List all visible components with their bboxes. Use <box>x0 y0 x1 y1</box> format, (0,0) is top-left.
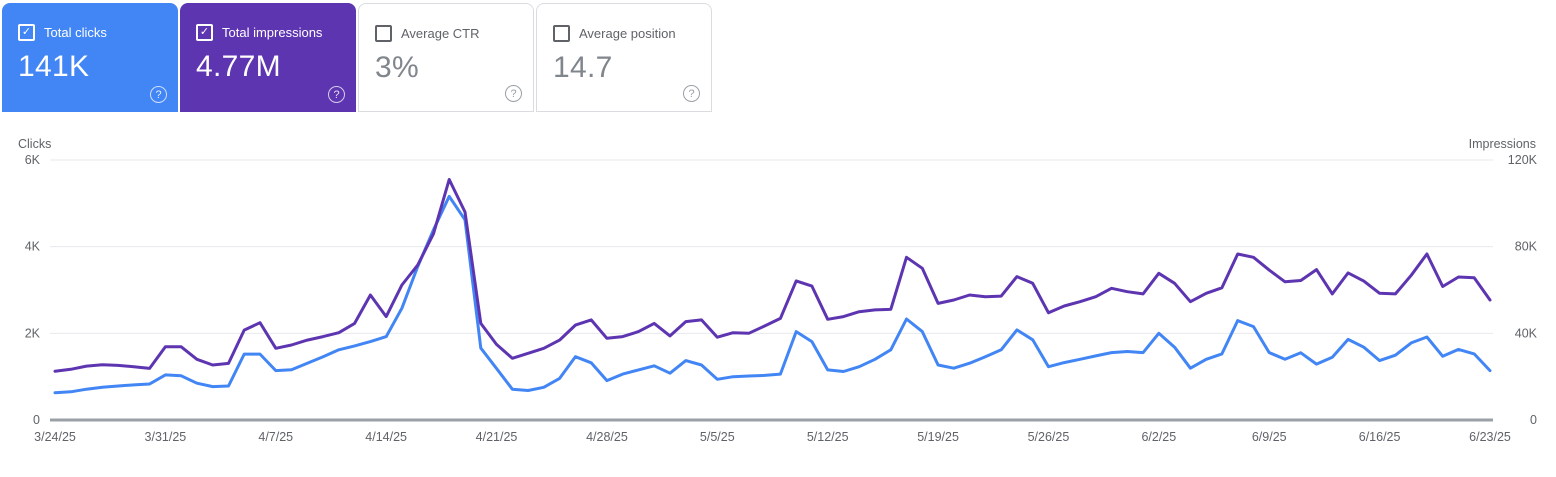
average-ctr-label: Average CTR <box>401 26 480 41</box>
x-axis-tick: 3/31/25 <box>145 430 187 444</box>
total-clicks-value: 141K <box>18 50 90 83</box>
total-impressions-checkbox[interactable]: ✓ <box>196 24 213 41</box>
x-axis-tick: 6/23/25 <box>1469 430 1511 444</box>
x-axis-tick: 6/16/25 <box>1359 430 1401 444</box>
x-axis-tick: 5/19/25 <box>917 430 959 444</box>
impressions-line <box>53 178 1492 373</box>
average-position-value: 14.7 <box>553 51 613 84</box>
x-axis-tick: 5/26/25 <box>1028 430 1070 444</box>
help-icon[interactable]: ? <box>683 85 700 102</box>
clicks-line <box>53 194 1492 395</box>
x-axis-tick: 6/2/25 <box>1141 430 1176 444</box>
right-axis-tick: 40K <box>1515 326 1538 340</box>
x-axis-tick: 4/7/25 <box>258 430 293 444</box>
x-axis-tick: 3/24/25 <box>34 430 76 444</box>
performance-line-chart[interactable]: 6K 120K 4K 80K 2K 40K 0 0 3/24/25 3/31/25 4/7/25 4/… <box>0 135 1556 477</box>
card-average-ctr[interactable]: Average CTR 3% ? <box>358 3 534 112</box>
right-axis-tick: 120K <box>1508 153 1538 167</box>
card-average-position[interactable]: Average position 14.7 ? <box>536 3 712 112</box>
help-icon[interactable]: ? <box>505 85 522 102</box>
x-axis-tick: 6/9/25 <box>1252 430 1287 444</box>
left-axis-tick: 4K <box>25 240 41 254</box>
average-ctr-value: 3% <box>375 51 419 84</box>
help-icon[interactable]: ? <box>328 86 345 103</box>
right-axis-title: Impressions <box>1468 137 1536 151</box>
total-clicks-label: Total clicks <box>44 25 107 40</box>
x-axis-tick: 4/21/25 <box>476 430 518 444</box>
card-total-impressions[interactable]: ✓ Total impressions 4.77M ? <box>180 3 356 112</box>
x-axis-tick: 5/5/25 <box>700 430 735 444</box>
average-position-label: Average position <box>579 26 676 41</box>
x-axis-tick: 4/14/25 <box>365 430 407 444</box>
x-axis-tick: 4/28/25 <box>586 430 628 444</box>
right-axis-tick: 80K <box>1515 240 1538 254</box>
total-clicks-checkbox[interactable]: ✓ <box>18 24 35 41</box>
total-impressions-label: Total impressions <box>222 25 323 40</box>
metric-cards-row: ✓ Total clicks 141K ? ✓ Total impression… <box>2 3 712 112</box>
left-axis-title: Clicks <box>18 137 52 151</box>
x-axis-tick: 5/12/25 <box>807 430 849 444</box>
average-ctr-checkbox[interactable] <box>375 25 392 42</box>
left-axis-tick: 0 <box>33 413 40 427</box>
card-total-clicks[interactable]: ✓ Total clicks 141K ? <box>2 3 178 112</box>
left-axis-tick: 2K <box>25 326 41 340</box>
right-axis-tick: 0 <box>1530 413 1537 427</box>
help-icon[interactable]: ? <box>150 86 167 103</box>
left-axis-tick: 6K <box>25 153 41 167</box>
total-impressions-value: 4.77M <box>196 50 281 83</box>
average-position-checkbox[interactable] <box>553 25 570 42</box>
